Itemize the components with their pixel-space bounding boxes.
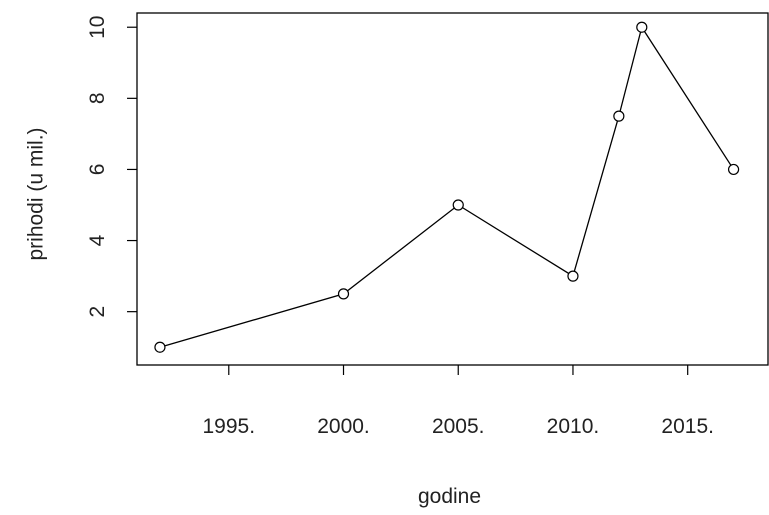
y-tick-label: 10 (86, 16, 109, 39)
y-tick-label: 2 (86, 306, 109, 318)
x-tick-label: 2000. (317, 415, 370, 438)
x-axis-label: godine (418, 485, 481, 508)
data-point (567, 270, 579, 282)
x-tick-label: 2010. (547, 415, 600, 438)
y-tick-label: 6 (86, 164, 109, 176)
data-point (727, 163, 740, 176)
x-axis: 1995. 2000. 2005. 2010. 2015. (203, 365, 714, 438)
data-point (154, 341, 166, 353)
y-tick-label: 4 (86, 234, 109, 246)
x-tick-label: 1995. (203, 415, 256, 438)
data-point (337, 288, 350, 300)
plot-frame (136, 12, 769, 366)
series-line (159, 25, 735, 348)
x-tick-label: 2015. (661, 415, 714, 438)
data-point (452, 199, 464, 211)
series-layer (154, 21, 740, 353)
y-axis: 2 4 6 8 10 (86, 16, 137, 318)
data-point (636, 21, 648, 33)
y-tick-label: 8 (86, 92, 109, 104)
x-tick-label: 2005. (432, 415, 485, 438)
data-point (613, 110, 625, 122)
y-axis-label: prihodi (u mil.) (25, 127, 48, 260)
